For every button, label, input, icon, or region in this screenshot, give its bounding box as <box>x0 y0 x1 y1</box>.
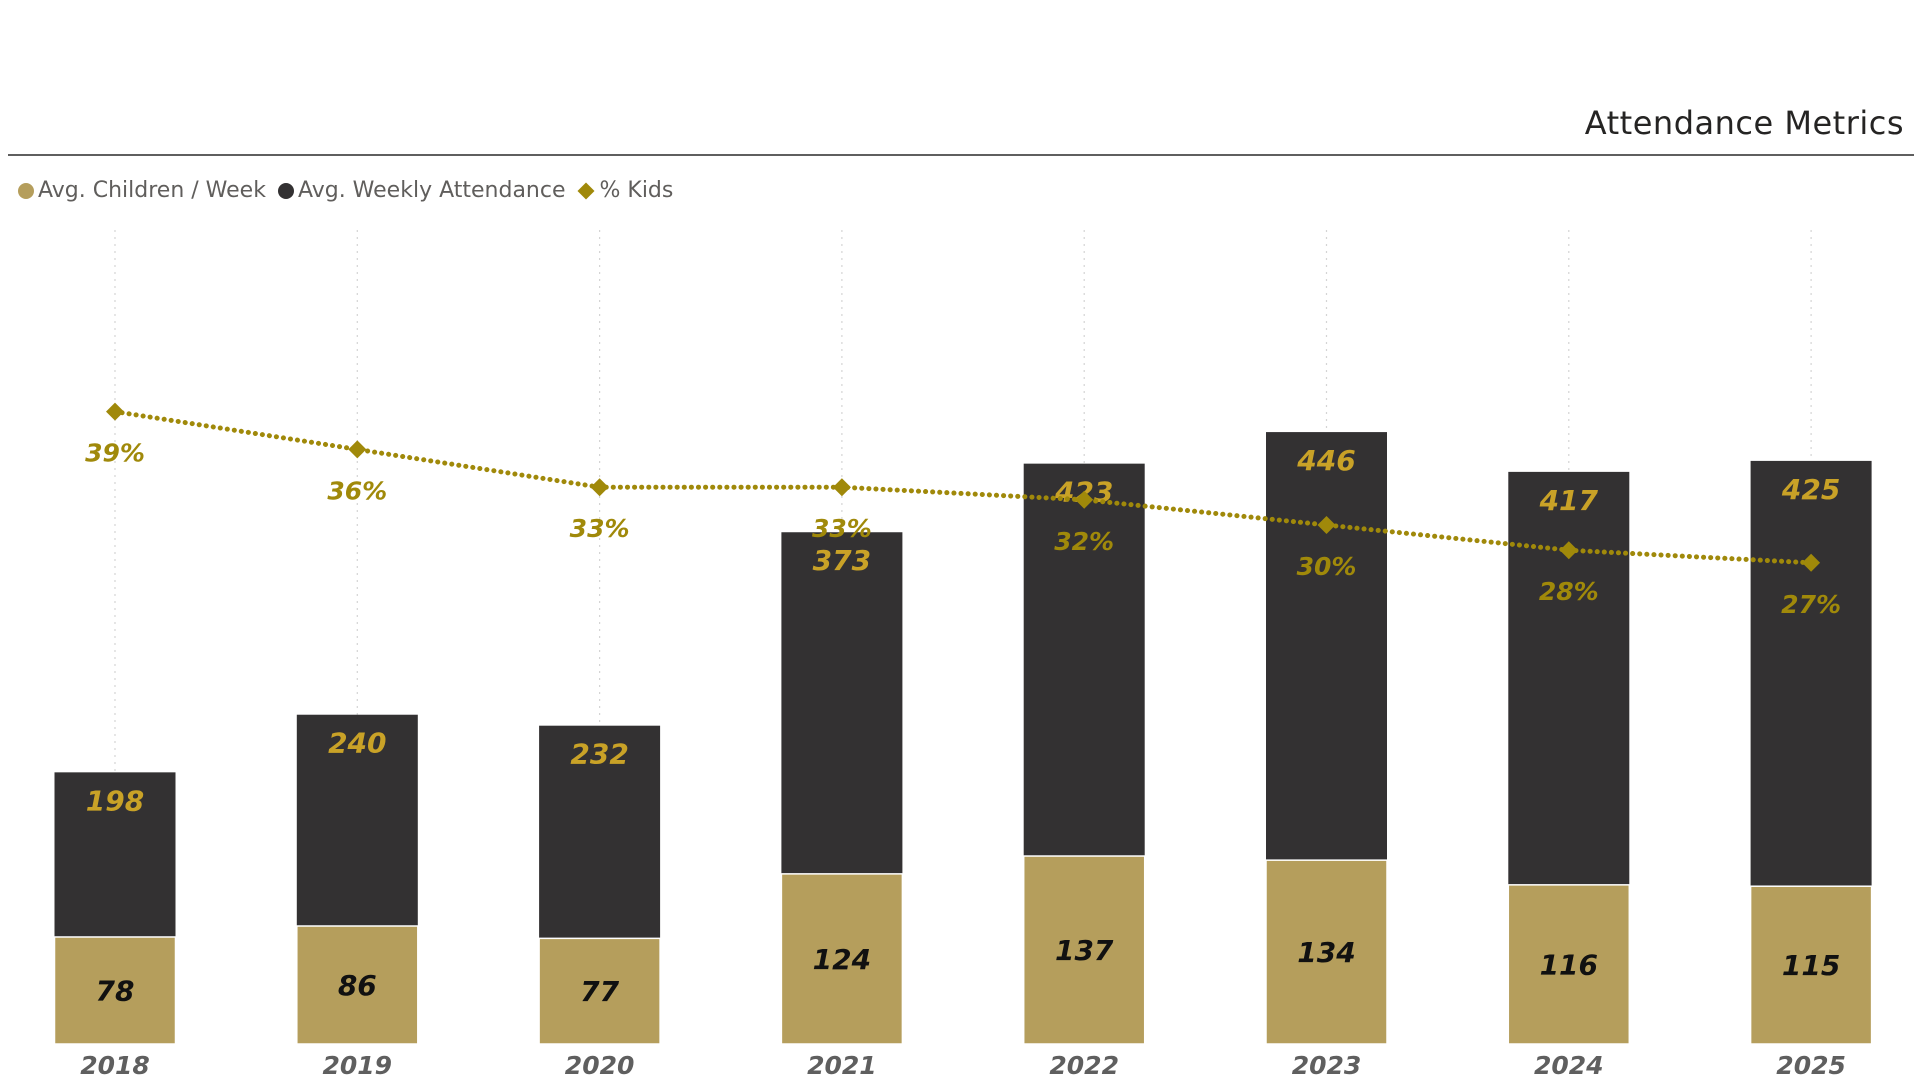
label-kids-pct-2020: 33% <box>570 514 630 543</box>
label-attendance-2023: 446 <box>1296 444 1355 477</box>
legend-kids-label: % Kids <box>599 178 674 203</box>
x-tick-2024: 2024 <box>1534 1051 1604 1080</box>
label-children-2025: 115 <box>1782 949 1840 982</box>
label-kids-pct-2022: 32% <box>1054 527 1114 556</box>
chart-title: Attendance Metrics <box>1584 104 1904 142</box>
label-children-2021: 124 <box>813 943 871 976</box>
marker-kids-pct-2019[interactable] <box>348 440 367 459</box>
marker-kids-pct-2018[interactable] <box>106 402 124 421</box>
label-attendance-2018: 198 <box>86 784 144 817</box>
legend-attendance-circle-icon <box>277 182 294 199</box>
bar-attendance-2024[interactable] <box>1508 471 1630 885</box>
bar-children-2022[interactable] <box>1022 855 1146 1045</box>
label-kids-pct-2024: 28% <box>1539 577 1599 606</box>
label-attendance-2021: 373 <box>813 544 871 577</box>
x-tick-2025: 2025 <box>1776 1051 1846 1080</box>
marker-kids-pct-2024[interactable] <box>1559 541 1578 560</box>
legend-item-children[interactable]: Avg. Children / Week <box>18 178 266 203</box>
bar-attendance-2025[interactable] <box>1750 460 1872 887</box>
bar-children-2023[interactable] <box>1265 859 1388 1045</box>
x-tick-2018: 2018 <box>80 1051 150 1080</box>
legend-item-attendance[interactable]: Avg. Weekly Attendance <box>277 178 566 203</box>
bar-children-2018[interactable] <box>53 936 177 1045</box>
x-tick-2019: 2019 <box>323 1051 393 1080</box>
marker-kids-pct-2025[interactable] <box>1802 553 1821 572</box>
label-children-2018: 78 <box>96 974 135 1007</box>
label-kids-pct-2019: 36% <box>327 476 387 505</box>
label-kids-pct-2023: 30% <box>1297 552 1357 581</box>
label-attendance-2025: 425 <box>1781 473 1840 506</box>
bar-children-2025[interactable] <box>1749 885 1873 1045</box>
label-kids-pct-2021: 33% <box>812 514 872 543</box>
line-kids-pct <box>112 409 1814 566</box>
label-children-2020: 77 <box>580 975 619 1008</box>
bar-attendance-2020[interactable] <box>539 725 661 939</box>
bar-attendance-2019[interactable] <box>296 714 418 927</box>
marker-kids-pct-2023[interactable] <box>1317 516 1336 534</box>
x-tick-2023: 2023 <box>1292 1051 1362 1080</box>
label-kids-pct-2018: 39% <box>85 439 145 468</box>
label-children-2019: 86 <box>338 969 377 1002</box>
chart-legend: Avg. Children / Week Avg. Weekly Attenda… <box>18 178 685 203</box>
label-kids-pct-2025: 27% <box>1781 590 1841 619</box>
label-children-2024: 116 <box>1540 948 1598 981</box>
label-attendance-2020: 232 <box>570 738 628 771</box>
label-attendance-2019: 240 <box>328 727 386 760</box>
marker-kids-pct-2022[interactable] <box>1075 490 1094 509</box>
bar-children-2020[interactable] <box>538 937 661 1045</box>
legend-children-circle-icon <box>18 182 34 199</box>
bar-children-2019[interactable] <box>296 925 419 1045</box>
bar-attendance-2023[interactable] <box>1266 432 1387 861</box>
bar-attendance-2022[interactable] <box>1023 463 1145 857</box>
title-divider <box>8 154 1914 156</box>
x-tick-2021: 2021 <box>807 1051 877 1080</box>
legend-item-kids-pct[interactable]: % Kids <box>577 178 674 203</box>
bar-children-2024[interactable] <box>1507 884 1631 1045</box>
label-children-2023: 134 <box>1297 936 1355 969</box>
x-tick-2020: 2020 <box>565 1051 635 1080</box>
legend-attendance-label: Avg. Weekly Attendance <box>297 178 566 203</box>
marker-kids-pct-2021[interactable] <box>832 478 851 497</box>
bar-children-2021[interactable] <box>780 873 904 1045</box>
bar-attendance-2018[interactable] <box>54 772 176 937</box>
x-tick-2022: 2022 <box>1049 1051 1119 1080</box>
label-children-2022: 137 <box>1055 934 1114 967</box>
label-attendance-2024: 417 <box>1539 484 1599 517</box>
bar-attendance-2021[interactable] <box>781 532 903 874</box>
marker-kids-pct-2020[interactable] <box>590 478 609 497</box>
legend-children-label: Avg. Children / Week <box>38 178 266 203</box>
